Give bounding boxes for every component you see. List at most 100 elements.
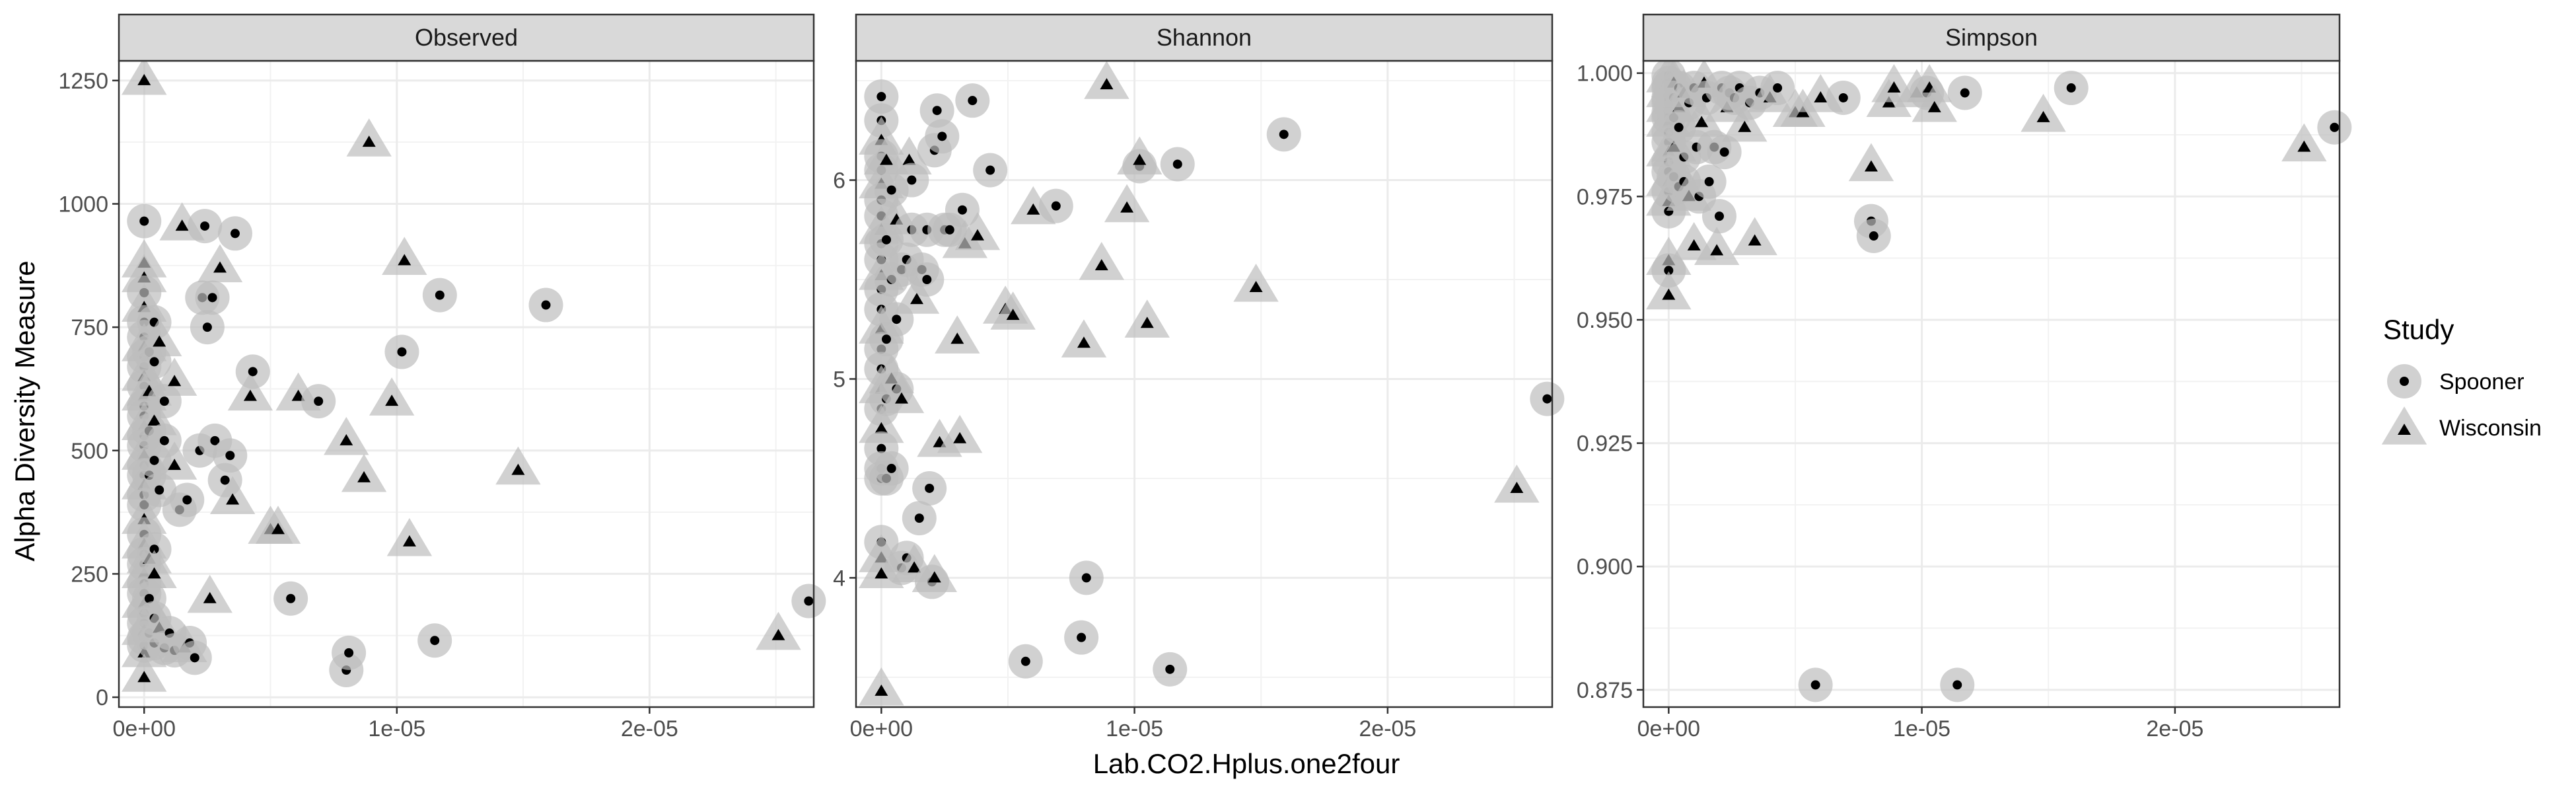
wisconsin-point	[2398, 424, 2411, 435]
spooner-point	[1674, 122, 1684, 132]
x-tick-label: 1e-05	[1106, 716, 1163, 741]
spooner-point	[1838, 93, 1848, 102]
x-tick-label: 0e+00	[1637, 716, 1701, 741]
spooner-point	[220, 475, 230, 485]
panel-shannon: Shannon 0e+00 1e-05 2e-05 4 5 6	[833, 13, 1565, 741]
wisconsin-point	[398, 254, 411, 266]
legend-item-wisconsin: Wisconsin	[2381, 406, 2542, 445]
legend-label: Spooner	[2439, 369, 2524, 395]
legend-item-spooner: Spooner	[2387, 364, 2524, 398]
wisconsin-point	[879, 153, 893, 165]
spooner-point	[877, 92, 886, 102]
wisconsin-point	[1887, 81, 1901, 93]
panel-simpson: Simpson 0e+00 1e-05 2e-05 0.875 0.900 0.925 0.9…	[1577, 13, 2352, 741]
spooner-point	[1172, 159, 1182, 169]
wisconsin-point	[243, 389, 257, 401]
wisconsin-point	[927, 571, 941, 583]
spooner-point	[286, 593, 296, 603]
strip-label: Shannon	[1157, 24, 1252, 51]
spooner-point	[397, 347, 407, 357]
wisconsin-point	[175, 219, 189, 231]
spooner-point	[985, 165, 995, 175]
spooner-point	[1051, 201, 1061, 211]
wisconsin-point	[910, 293, 923, 305]
wisconsin-point	[908, 561, 921, 573]
spooner-point	[1542, 394, 1552, 404]
spooner-point	[210, 435, 220, 445]
points-group	[122, 56, 826, 692]
spooner-point	[1960, 88, 1970, 98]
spooner-point	[1719, 147, 1729, 157]
spooner-point	[1714, 211, 1724, 221]
spooner-point	[804, 596, 814, 606]
y-tick-label: 1000	[58, 192, 108, 217]
wisconsin-point	[340, 434, 353, 445]
y-tick-label: 6	[833, 169, 845, 194]
spooner-point	[159, 435, 169, 445]
wisconsin-point	[1814, 91, 1828, 102]
x-tick-label: 2e-05	[2146, 716, 2203, 741]
panel-observed: Observed 0e+00 1e-05 2e-05 0 250 500 750 1000 125…	[58, 13, 826, 741]
wisconsin-point	[1738, 120, 1752, 132]
spooner-point	[914, 513, 924, 523]
spooner-point	[881, 334, 891, 344]
spooner-point	[937, 132, 947, 141]
spooner-point	[886, 185, 896, 195]
y-tick-label: 1.000	[1577, 61, 1633, 87]
wisconsin-point	[1510, 481, 1524, 493]
spooner-point	[1020, 656, 1030, 666]
wisconsin-point	[385, 395, 399, 406]
legend: Study Spooner Wisconsin	[2381, 314, 2542, 445]
wisconsin-point	[203, 591, 217, 603]
x-axis-title: Lab.CO2.Hplus.one2four	[1093, 748, 1400, 779]
y-tick-label: 1250	[58, 69, 108, 94]
wisconsin-point	[2036, 110, 2050, 122]
spooner-point	[430, 636, 440, 646]
points-group	[859, 61, 1565, 706]
wisconsin-point	[147, 567, 161, 579]
strip-label: Simpson	[1945, 24, 2038, 51]
wisconsin-point	[1662, 288, 1676, 300]
panel-background	[1643, 61, 2340, 707]
x-tick-label: 0e+00	[113, 716, 176, 741]
wisconsin-point	[137, 73, 151, 85]
wisconsin-point	[168, 459, 182, 471]
wisconsin-point	[2297, 140, 2311, 152]
spooner-point	[957, 205, 967, 215]
wisconsin-point	[1133, 153, 1147, 165]
y-tick-label: 0.925	[1577, 432, 1633, 457]
spooner-point	[344, 648, 354, 658]
wisconsin-point	[362, 135, 376, 147]
legend-label: Wisconsin	[2439, 416, 2542, 441]
wisconsin-point	[950, 332, 964, 344]
y-axis-title: Alpha Diversity Measure	[9, 260, 40, 561]
x-tick-label: 2e-05	[621, 716, 678, 741]
spooner-point	[2066, 83, 2076, 93]
spooner-point	[1869, 231, 1878, 241]
spooner-point	[155, 485, 164, 495]
y-tick-label: 4	[833, 566, 845, 591]
wisconsin-point	[970, 229, 984, 241]
wisconsin-point	[291, 389, 305, 401]
wisconsin-point	[875, 684, 888, 696]
spooner-point	[248, 367, 258, 377]
wisconsin-point	[1864, 160, 1878, 172]
wisconsin-point	[894, 392, 908, 404]
spooner-point	[1081, 573, 1091, 583]
spooner-point	[1279, 130, 1289, 139]
spooner-point	[202, 322, 212, 332]
wisconsin-point	[271, 523, 285, 535]
wisconsin-point	[1687, 239, 1701, 250]
x-tick-label: 2e-05	[1359, 716, 1416, 741]
panels-layer: Observed 0e+00 1e-05 2e-05 0 250 500 750 1000 125…	[58, 13, 2352, 741]
wisconsin-point	[153, 335, 166, 347]
spooner-point	[149, 545, 159, 554]
strip-background	[118, 13, 815, 62]
spooner-point	[925, 483, 935, 493]
wisconsin-point	[902, 153, 916, 165]
panel-background	[119, 61, 814, 707]
wisconsin-point	[953, 432, 967, 443]
spooner-point	[149, 455, 159, 465]
wisconsin-point	[1077, 336, 1091, 348]
